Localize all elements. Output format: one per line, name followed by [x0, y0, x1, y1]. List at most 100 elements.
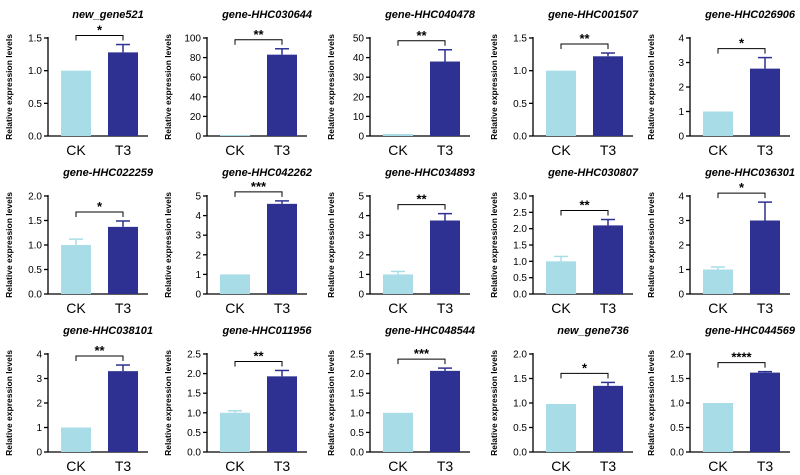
- x-tick-label: CK: [225, 458, 245, 474]
- y-tick-label: 1.0: [28, 66, 42, 77]
- chart-title: new_gene736: [557, 325, 629, 337]
- chart-title: gene-HHC030807: [547, 167, 639, 179]
- y-tick-label: 2.5: [187, 350, 201, 361]
- x-tick-label: T3: [115, 142, 132, 158]
- y-axis-label: Relative expression levels: [326, 34, 336, 140]
- bar-t3: [593, 56, 623, 136]
- y-tick-label: 1.5: [187, 389, 201, 400]
- y-tick-label: 30: [353, 73, 365, 84]
- y-axis-label: Relative expression levels: [489, 192, 499, 298]
- significance-bracket: [397, 204, 446, 210]
- y-axis-label: Relative expression levels: [4, 34, 14, 140]
- y-tick-label: 1.0: [513, 66, 527, 77]
- chart-title: gene-HHC036301: [704, 167, 795, 179]
- y-tick-label: 1.0: [513, 399, 527, 410]
- significance-bracket: [397, 40, 446, 46]
- bar-t3: [267, 203, 297, 294]
- bar-t3: [267, 376, 297, 452]
- y-tick-label: 2.0: [28, 192, 42, 203]
- y-tick-label: 5: [195, 192, 201, 203]
- bar-t3: [430, 370, 460, 452]
- bar-t3: [750, 372, 780, 452]
- significance-bracket: [560, 372, 609, 379]
- bar-ck: [61, 427, 91, 452]
- x-tick-label: CK: [225, 142, 245, 158]
- x-tick-label: CK: [551, 142, 571, 158]
- y-tick-label: 4: [195, 211, 201, 222]
- significance-label: *: [739, 36, 745, 51]
- y-tick-label: 2.0: [513, 350, 527, 361]
- y-tick-label: 1.5: [513, 374, 527, 385]
- bar-t3: [430, 220, 460, 294]
- y-tick-label: 4: [678, 34, 684, 45]
- significance-label: **: [253, 27, 264, 42]
- y-axis-label: Relative expression levels: [163, 34, 173, 140]
- x-tick-label: CK: [66, 300, 86, 316]
- y-tick-label: 40: [190, 92, 202, 103]
- y-tick-label: 20: [190, 112, 202, 123]
- y-axis-label: Relative expression levels: [489, 34, 499, 140]
- x-tick-label: T3: [115, 458, 132, 474]
- chart-title: gene-HHC044569: [704, 325, 796, 337]
- y-tick-label: 3: [36, 374, 42, 385]
- y-tick-label: 2: [678, 241, 684, 252]
- y-tick-label: 0: [358, 132, 364, 143]
- bar-ck: [546, 261, 576, 294]
- y-tick-label: 2: [195, 250, 201, 261]
- y-tick-label: 0.0: [513, 132, 527, 143]
- y-tick-label: 0.0: [187, 448, 201, 459]
- y-tick-label: 50: [353, 34, 365, 45]
- y-tick-label: 0.0: [670, 448, 684, 459]
- chart-title: gene-HHC038101: [62, 325, 153, 337]
- y-tick-label: 1: [36, 423, 42, 434]
- y-tick-label: 2.0: [350, 369, 364, 380]
- significance-label: ***: [251, 179, 267, 194]
- x-tick-label: CK: [708, 458, 728, 474]
- y-tick-label: 0.5: [28, 265, 42, 276]
- x-tick-label: T3: [437, 458, 454, 474]
- bar-t3: [108, 52, 138, 136]
- y-axis-label: Relative expression levels: [489, 350, 499, 456]
- chart-title: new_gene521: [72, 9, 144, 21]
- x-tick-label: T3: [600, 142, 617, 158]
- y-tick-label: 0.0: [513, 448, 527, 459]
- y-tick-label: 0.5: [513, 423, 527, 434]
- bar-ck: [383, 274, 413, 294]
- bar-ck: [220, 412, 250, 452]
- x-tick-label: CK: [66, 142, 86, 158]
- y-tick-label: 0.5: [187, 428, 201, 439]
- y-tick-label: 0.0: [28, 290, 42, 301]
- y-tick-label: 2.0: [670, 350, 684, 361]
- x-tick-label: CK: [708, 142, 728, 158]
- x-tick-label: T3: [274, 300, 291, 316]
- significance-bracket: [234, 191, 283, 197]
- bar-ck: [383, 134, 413, 136]
- y-tick-label: 3: [678, 216, 684, 227]
- bar-ck: [703, 403, 733, 452]
- y-tick-label: 2: [36, 399, 42, 410]
- significance-bracket: [717, 192, 766, 199]
- x-tick-label: CK: [66, 458, 86, 474]
- chart-title: gene-HHC001507: [547, 9, 639, 21]
- y-axis-label: Relative expression levels: [163, 350, 173, 456]
- y-tick-label: 2: [678, 83, 684, 94]
- significance-label: **: [416, 192, 427, 207]
- bar-t3: [593, 385, 623, 452]
- significance-bracket: [75, 355, 124, 362]
- y-axis-label: Relative expression levels: [4, 350, 14, 456]
- bar-ck: [220, 274, 250, 294]
- bar-ck: [61, 70, 91, 136]
- y-axis-label: Relative expression levels: [326, 192, 336, 298]
- x-tick-label: CK: [551, 458, 571, 474]
- bar-t3: [750, 220, 780, 294]
- bar-ck: [220, 135, 250, 136]
- x-tick-label: T3: [115, 300, 132, 316]
- bar-t3: [430, 61, 460, 136]
- y-tick-label: 5: [358, 192, 364, 203]
- y-tick-label: 0.0: [28, 132, 42, 143]
- y-tick-label: 2.0: [513, 224, 527, 235]
- chart-title: gene-HHC034893: [384, 167, 475, 179]
- y-tick-label: 0: [358, 290, 364, 301]
- significance-bracket: [560, 43, 609, 50]
